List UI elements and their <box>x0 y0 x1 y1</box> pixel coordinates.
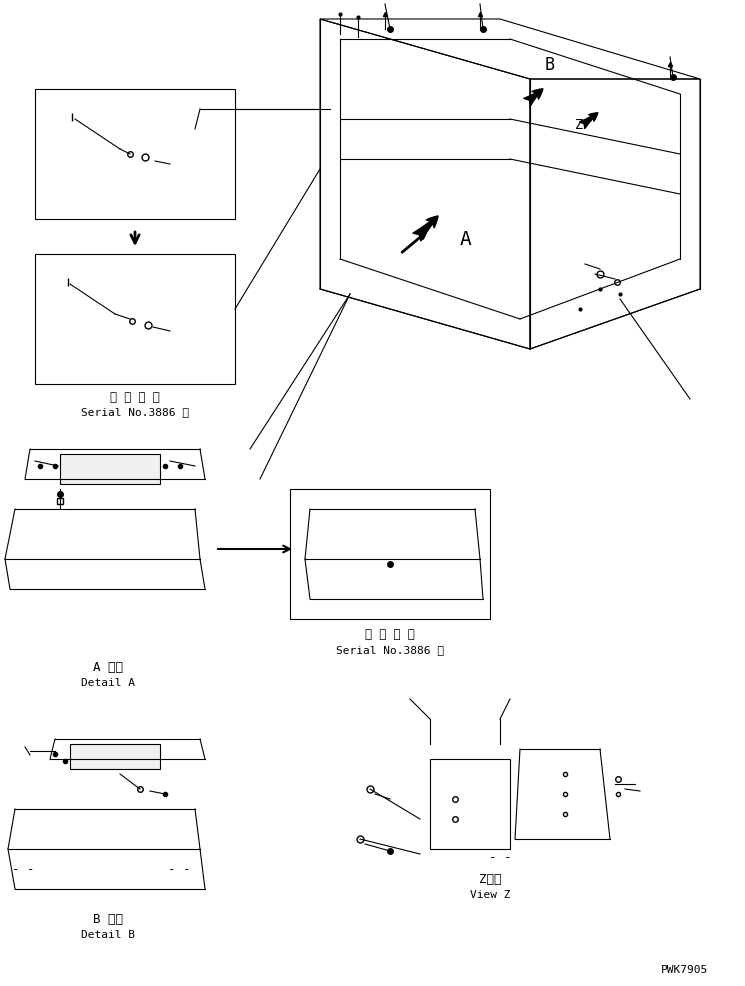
Bar <box>290 489 490 619</box>
Text: - -: - - <box>168 863 190 876</box>
Bar <box>60 455 160 484</box>
Text: A: A <box>460 231 472 249</box>
Text: Z　視: Z 視 <box>479 873 501 885</box>
Text: A 詳細: A 詳細 <box>93 661 123 673</box>
Bar <box>70 744 160 769</box>
Text: Serial No.3886 ～: Serial No.3886 ～ <box>81 406 189 416</box>
Text: Z: Z <box>575 118 583 132</box>
Bar <box>35 90 235 220</box>
Text: B: B <box>545 56 555 74</box>
Text: 適 用 号 機: 適 用 号 機 <box>110 391 160 404</box>
Text: Detail B: Detail B <box>81 929 135 939</box>
Bar <box>35 254 235 385</box>
Text: 適 用 号 機: 適 用 号 機 <box>365 628 415 641</box>
Text: PWK7905: PWK7905 <box>662 964 708 974</box>
Text: Serial No.3886 ～: Serial No.3886 ～ <box>336 644 444 655</box>
Text: - -: - - <box>489 851 511 864</box>
Text: - -: - - <box>12 863 34 876</box>
Text: View Z: View Z <box>470 889 510 899</box>
Text: B 詳細: B 詳細 <box>93 913 123 926</box>
Text: Detail A: Detail A <box>81 677 135 687</box>
Bar <box>430 759 510 849</box>
